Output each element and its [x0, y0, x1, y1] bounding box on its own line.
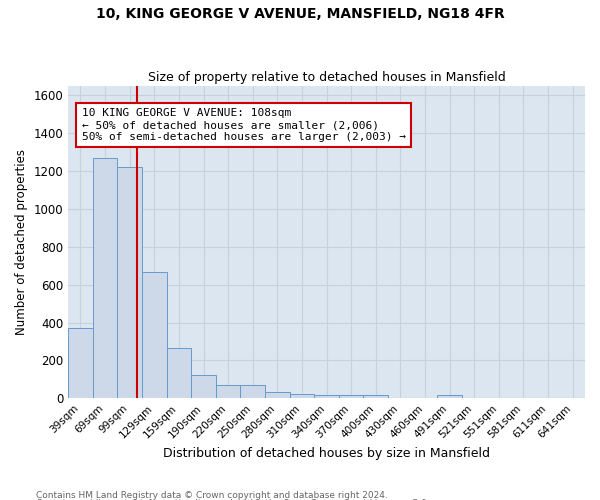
Bar: [364, 396, 388, 398]
Text: Contains HM Land Registry data © Crown copyright and database right 2024.: Contains HM Land Registry data © Crown c…: [36, 490, 388, 500]
Bar: [290, 394, 314, 398]
Y-axis label: Number of detached properties: Number of detached properties: [15, 149, 28, 335]
X-axis label: Distribution of detached houses by size in Mansfield: Distribution of detached houses by size …: [163, 447, 490, 460]
Text: 10 KING GEORGE V AVENUE: 108sqm
← 50% of detached houses are smaller (2,006)
50%: 10 KING GEORGE V AVENUE: 108sqm ← 50% of…: [82, 108, 406, 142]
Bar: [437, 394, 462, 398]
Bar: [118, 167, 142, 398]
Bar: [314, 396, 339, 398]
Bar: [241, 384, 265, 398]
Bar: [191, 374, 216, 398]
Bar: [142, 272, 167, 398]
Bar: [68, 328, 93, 398]
Text: Contains public sector information licensed under the Open Government Licence v3: Contains public sector information licen…: [36, 499, 430, 500]
Bar: [216, 384, 241, 398]
Bar: [339, 396, 364, 398]
Text: 10, KING GEORGE V AVENUE, MANSFIELD, NG18 4FR: 10, KING GEORGE V AVENUE, MANSFIELD, NG1…: [95, 8, 505, 22]
Bar: [167, 348, 191, 399]
Title: Size of property relative to detached houses in Mansfield: Size of property relative to detached ho…: [148, 72, 505, 85]
Bar: [265, 392, 290, 398]
Bar: [93, 158, 118, 398]
